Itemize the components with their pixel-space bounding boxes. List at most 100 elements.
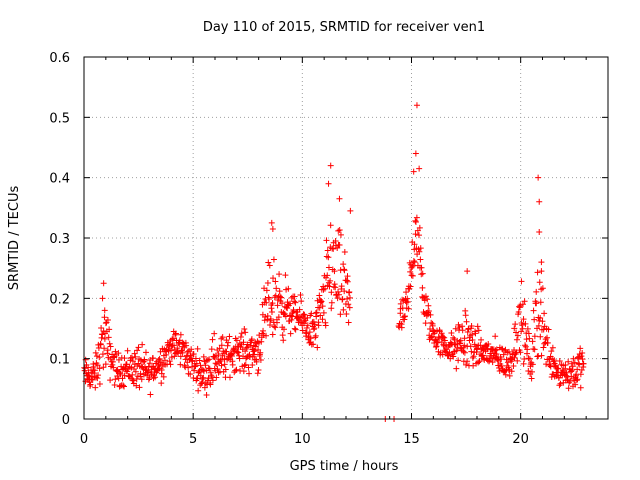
data-point bbox=[412, 218, 419, 225]
data-point bbox=[263, 332, 270, 339]
data-point bbox=[233, 366, 240, 373]
data-point bbox=[263, 287, 270, 294]
data-point bbox=[265, 259, 272, 266]
data-point bbox=[273, 285, 280, 292]
data-point bbox=[419, 270, 426, 277]
data-point bbox=[403, 289, 410, 296]
x-tick-label: 15 bbox=[403, 432, 420, 447]
data-point bbox=[340, 261, 347, 268]
data-point bbox=[113, 367, 120, 374]
data-point bbox=[171, 342, 178, 349]
data-point bbox=[273, 319, 280, 326]
data-point bbox=[577, 345, 584, 352]
data-point bbox=[101, 335, 108, 342]
data-point bbox=[327, 222, 334, 229]
data-point bbox=[569, 363, 576, 370]
data-point bbox=[195, 387, 202, 394]
data-point bbox=[518, 328, 525, 335]
data-point bbox=[287, 300, 294, 307]
data-point bbox=[450, 334, 457, 341]
data-point bbox=[184, 348, 191, 355]
data-point bbox=[121, 355, 128, 362]
data-point bbox=[410, 258, 417, 265]
data-point bbox=[472, 330, 479, 337]
data-point bbox=[462, 312, 469, 319]
data-point bbox=[175, 350, 182, 357]
data-point bbox=[312, 334, 319, 341]
data-point bbox=[343, 277, 350, 284]
data-point bbox=[94, 362, 101, 369]
data-point bbox=[347, 207, 354, 214]
data-point bbox=[123, 361, 130, 368]
data-point bbox=[536, 198, 543, 205]
data-point bbox=[470, 362, 477, 369]
data-point bbox=[274, 302, 281, 309]
data-point bbox=[92, 384, 99, 391]
data-point bbox=[345, 301, 352, 308]
data-point bbox=[142, 349, 149, 356]
data-point bbox=[513, 329, 520, 336]
data-point bbox=[105, 334, 112, 341]
data-point bbox=[241, 326, 248, 333]
data-point bbox=[429, 333, 436, 340]
data-point bbox=[201, 384, 208, 391]
data-point bbox=[324, 272, 331, 279]
data-point bbox=[215, 350, 222, 357]
data-point bbox=[244, 343, 251, 350]
data-point bbox=[520, 316, 527, 323]
data-point bbox=[327, 162, 334, 169]
data-point bbox=[240, 368, 247, 375]
data-point bbox=[565, 385, 572, 392]
data-point bbox=[464, 358, 471, 365]
data-point bbox=[297, 292, 304, 299]
data-point bbox=[478, 336, 485, 343]
x-tick-label: 20 bbox=[512, 432, 529, 447]
y-axis-label: SRMTID / TECUs bbox=[7, 186, 22, 291]
x-tick-label: 5 bbox=[189, 432, 197, 447]
data-point bbox=[320, 286, 327, 293]
data-point bbox=[526, 335, 533, 342]
data-point bbox=[264, 316, 271, 323]
data-point bbox=[276, 271, 283, 278]
data-point bbox=[121, 383, 128, 390]
data-point bbox=[157, 348, 164, 355]
data-point bbox=[422, 293, 429, 300]
data-point bbox=[537, 299, 544, 306]
data-point bbox=[281, 326, 288, 333]
data-point bbox=[242, 361, 249, 368]
data-point bbox=[578, 353, 585, 360]
data-point bbox=[330, 245, 337, 252]
data-point bbox=[85, 364, 92, 371]
data-point bbox=[531, 316, 538, 323]
data-point bbox=[545, 326, 552, 333]
data-point bbox=[128, 354, 135, 361]
data-point bbox=[530, 307, 537, 314]
data-point bbox=[243, 344, 250, 351]
data-point bbox=[156, 361, 163, 368]
data-point bbox=[415, 232, 422, 239]
data-point bbox=[475, 359, 482, 366]
x-axis-label: GPS time / hours bbox=[290, 459, 399, 474]
data-point bbox=[427, 334, 434, 341]
data-point bbox=[269, 300, 276, 307]
data-point bbox=[255, 367, 262, 374]
data-point bbox=[460, 348, 467, 355]
data-point bbox=[213, 374, 220, 381]
data-point bbox=[158, 370, 165, 377]
data-point bbox=[542, 336, 549, 343]
data-point bbox=[341, 248, 348, 255]
data-point bbox=[268, 305, 275, 312]
data-point bbox=[455, 357, 462, 364]
data-point bbox=[535, 174, 542, 181]
data-point bbox=[172, 330, 179, 337]
data-point bbox=[190, 350, 197, 357]
data-point bbox=[433, 327, 440, 334]
data-point bbox=[200, 353, 207, 360]
chart-title: Day 110 of 2015, SRMTID for receiver ven… bbox=[203, 20, 485, 35]
data-point bbox=[336, 195, 343, 202]
data-point bbox=[539, 285, 546, 292]
data-point bbox=[269, 331, 276, 338]
data-point bbox=[147, 391, 154, 398]
data-point bbox=[418, 264, 425, 271]
data-point bbox=[521, 298, 528, 305]
